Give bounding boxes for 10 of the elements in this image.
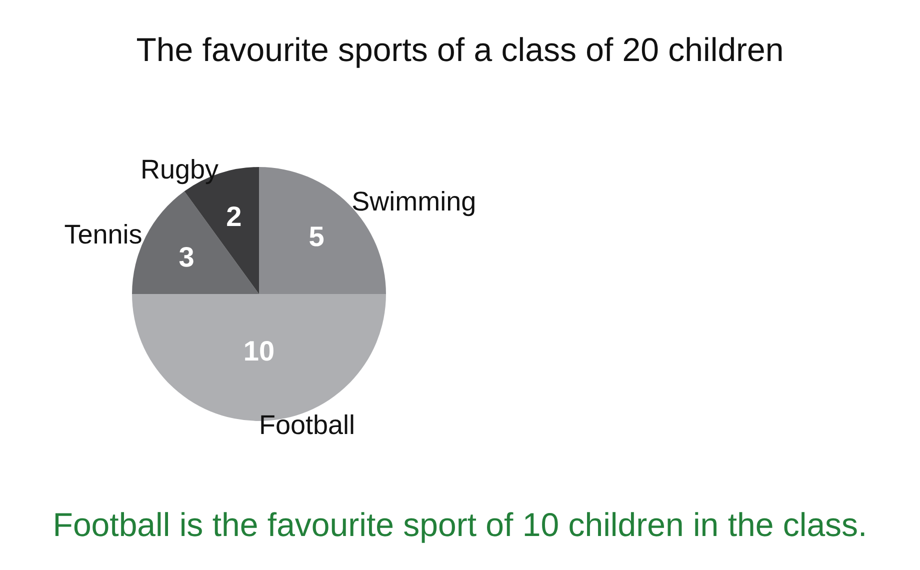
data-label: 10 <box>243 336 275 367</box>
chart-title: The favourite sports of a class of 20 children <box>136 31 784 68</box>
slice-label: Football <box>259 410 356 440</box>
slice-label: Swimming <box>352 186 476 216</box>
text: Football is the favourite sport of 10 children in the class. <box>52 506 868 543</box>
data-label: 3 <box>178 242 194 273</box>
data-label: 2 <box>226 201 242 232</box>
data-label: 5 <box>308 221 324 252</box>
slice-label: Tennis <box>64 220 142 250</box>
slice-label: Rugby <box>140 154 220 184</box>
